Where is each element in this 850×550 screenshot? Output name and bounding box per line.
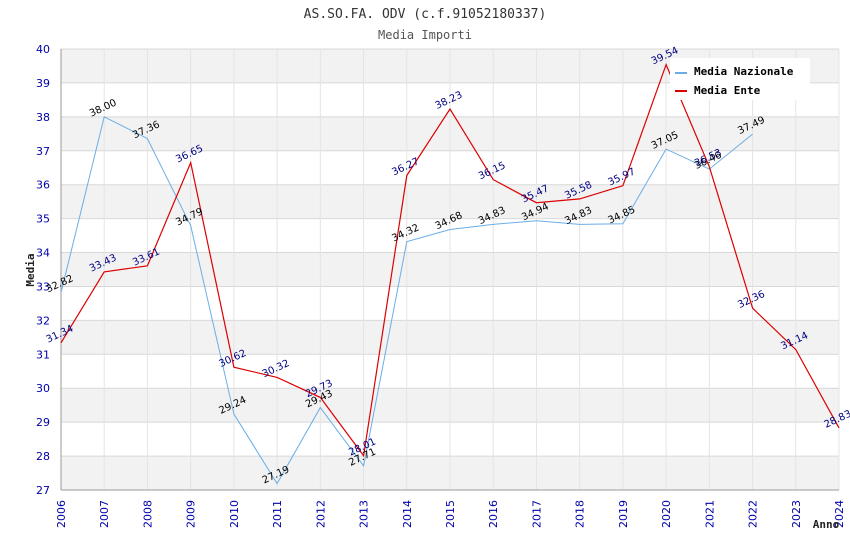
x-tick-label: 2008 [141,500,154,528]
x-tick-label: 2007 [98,500,111,528]
x-tick-label: 2015 [444,500,457,528]
legend: Media Nazionale Media Ente [670,58,810,100]
x-tick-label: 2014 [401,500,414,528]
y-tick-label: 36 [36,179,50,192]
x-tick-label: 2023 [790,500,803,528]
x-axis-label: Anno [813,518,840,531]
y-tick-label: 32 [36,314,50,327]
y-tick-labels: 27 28 29 30 31 32 33 34 35 36 37 38 39 40 [36,43,50,497]
y-tick-label: 39 [36,77,50,90]
series-lines [60,62,840,485]
y-tick-label: 27 [36,484,50,497]
y-tick-label: 40 [36,43,50,56]
x-tick-label: 2012 [314,500,327,528]
x-tick-label: 2013 [358,500,371,528]
legend-label-nazionale: Media Nazionale [694,65,794,78]
x-tick-label: 2024 [833,500,846,528]
y-tick-label: 35 [36,213,50,226]
y-tick-label: 30 [36,382,50,395]
x-tick-label: 2020 [660,500,673,528]
chart-title: AS.SO.FA. ODV (c.f.91052180337) [304,7,547,22]
y-tick-label: 28 [36,450,50,463]
y-tick-label: 38 [36,111,50,124]
y-tick-label: 37 [36,145,50,158]
x-tick-labels: 2006 2007 2008 2009 2010 2011 2012 2013 2014 2015… [55,500,846,528]
y-tick-label: 33 [36,280,50,293]
x-tick-label: 2006 [55,500,68,528]
axes [60,49,839,491]
y-tick-label: 31 [36,348,50,361]
x-tick-label: 2021 [703,500,716,528]
y-tick-label: 34 [36,247,50,260]
x-tick-label: 2017 [530,500,543,528]
x-tick-label: 2019 [617,500,630,528]
x-tick-label: 2016 [487,500,500,528]
x-tick-label: 2018 [574,500,587,528]
y-tick-label: 29 [36,416,50,429]
y-axis-label: Media [24,253,37,286]
legend-box [670,58,810,100]
x-tick-label: 2011 [271,500,284,528]
x-tick-label: 2010 [228,500,241,528]
x-tick-label: 2009 [185,500,198,528]
x-tick-label: 2022 [747,500,760,528]
chart-subtitle: Media Importi [378,28,472,42]
series-line-ente [60,62,840,458]
legend-label-ente: Media Ente [694,84,761,97]
